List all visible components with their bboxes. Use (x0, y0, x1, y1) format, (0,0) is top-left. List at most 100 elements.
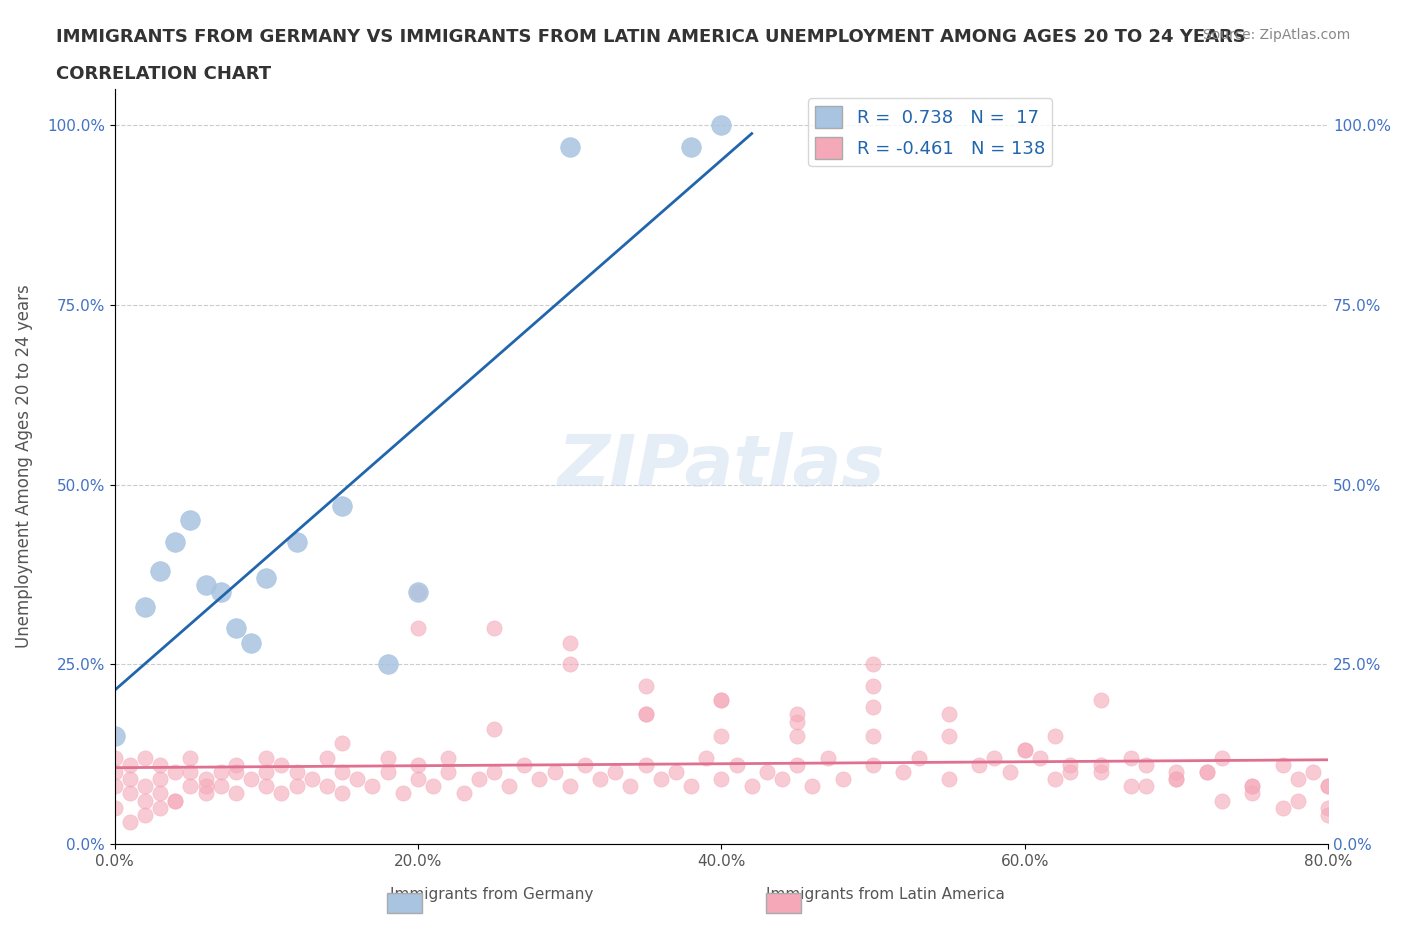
Point (134, 599, 156, 614)
Point (209, 764, 232, 779)
Point (437, 764, 460, 779)
Point (1119, 751, 1142, 765)
Point (741, 778, 763, 793)
Point (1059, 764, 1081, 779)
Point (513, 757, 536, 772)
Point (330, 764, 353, 779)
Point (422, 778, 444, 793)
Point (134, 807, 156, 822)
Point (377, 657, 399, 671)
Point (967, 757, 990, 772)
Point (679, 140, 702, 154)
Point (1271, 801, 1294, 816)
Point (149, 801, 172, 816)
Point (786, 714, 808, 729)
Point (558, 778, 581, 793)
Text: Immigrants from Germany: Immigrants from Germany (391, 887, 593, 902)
Point (285, 764, 308, 779)
Point (589, 772, 612, 787)
Point (634, 707, 657, 722)
Point (179, 764, 201, 779)
Point (1241, 778, 1264, 793)
Point (605, 764, 627, 779)
Point (392, 786, 415, 801)
Point (543, 764, 565, 779)
Point (270, 757, 292, 772)
Point (907, 751, 929, 765)
Point (498, 778, 520, 793)
Point (301, 772, 323, 787)
Point (406, 621, 429, 636)
Point (194, 578, 217, 592)
Point (134, 751, 156, 765)
Point (165, 793, 187, 808)
Point (862, 678, 884, 693)
Point (316, 778, 339, 793)
Point (1286, 772, 1309, 787)
Point (938, 772, 960, 787)
Point (240, 772, 263, 787)
Point (104, 751, 127, 765)
Point (1317, 778, 1340, 793)
Point (104, 728, 127, 743)
Point (1059, 757, 1081, 772)
Point (361, 778, 384, 793)
Point (1241, 778, 1264, 793)
Point (346, 772, 368, 787)
Point (254, 570, 277, 585)
Point (1014, 743, 1036, 758)
Point (755, 764, 778, 779)
Point (330, 736, 353, 751)
Point (710, 693, 733, 708)
Point (1317, 801, 1340, 816)
Point (529, 772, 551, 787)
Legend: R =  0.738   N =  17, R = -0.461   N = 138: R = 0.738 N = 17, R = -0.461 N = 138 (808, 99, 1052, 166)
Point (285, 535, 308, 550)
Point (482, 722, 505, 737)
Point (862, 757, 884, 772)
Point (650, 772, 672, 787)
Point (983, 751, 1005, 765)
Point (406, 772, 429, 787)
Point (1090, 693, 1112, 708)
Point (695, 751, 717, 765)
Point (240, 635, 263, 650)
Point (285, 778, 308, 793)
Point (225, 764, 247, 779)
Point (179, 751, 201, 765)
Point (558, 140, 581, 154)
Point (862, 700, 884, 715)
Point (665, 764, 688, 779)
Point (574, 757, 596, 772)
Point (134, 778, 156, 793)
Point (1166, 772, 1188, 787)
Point (149, 786, 172, 801)
Point (1302, 764, 1324, 779)
Point (165, 764, 187, 779)
Point (1166, 772, 1188, 787)
Point (118, 815, 141, 830)
Point (225, 757, 247, 772)
Point (179, 778, 201, 793)
Point (1135, 778, 1157, 793)
Point (634, 678, 657, 693)
Point (165, 793, 187, 808)
Point (437, 751, 460, 765)
Text: Immigrants from Latin America: Immigrants from Latin America (766, 887, 1005, 902)
Point (710, 728, 733, 743)
Point (1119, 778, 1142, 793)
Point (1166, 764, 1188, 779)
Point (254, 764, 277, 779)
Point (194, 786, 217, 801)
Point (1135, 757, 1157, 772)
Point (1195, 764, 1218, 779)
Text: ZIPatlas: ZIPatlas (558, 432, 884, 501)
Point (801, 778, 824, 793)
Point (786, 757, 808, 772)
Point (998, 764, 1021, 779)
Point (817, 751, 839, 765)
Point (165, 535, 187, 550)
Point (1241, 786, 1264, 801)
Point (149, 564, 172, 578)
Point (1043, 728, 1066, 743)
